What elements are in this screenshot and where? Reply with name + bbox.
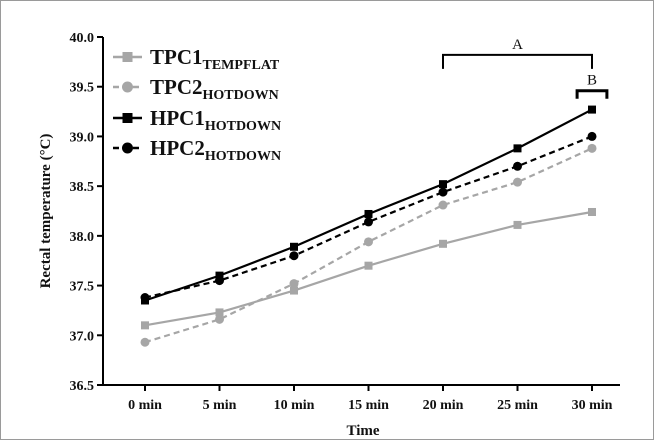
legend-entry-tpc2: TPC2HOTDOWN bbox=[113, 75, 279, 103]
data-point bbox=[364, 217, 373, 227]
bracket-b: B bbox=[575, 73, 609, 99]
data-point bbox=[290, 286, 298, 295]
data-point bbox=[290, 242, 298, 251]
data-point bbox=[215, 271, 224, 280]
legend-label-subscript: HOTDOWN bbox=[205, 119, 281, 134]
y-tick-label: 37.0 bbox=[70, 329, 95, 344]
legend-label: HPC1HOTDOWN bbox=[150, 106, 281, 134]
data-point bbox=[513, 144, 522, 153]
series-hpc2 bbox=[140, 131, 597, 303]
x-axis-label: Time bbox=[346, 423, 379, 439]
data-point bbox=[513, 177, 522, 187]
data-point bbox=[215, 276, 224, 286]
data-point bbox=[215, 314, 224, 324]
legend-label: HPC2HOTDOWN bbox=[150, 136, 281, 164]
y-tick-label: 39.5 bbox=[70, 81, 95, 96]
data-point bbox=[215, 308, 224, 317]
x-tick-label: 15 min bbox=[348, 398, 389, 413]
y-tick-label: 38.5 bbox=[70, 180, 95, 195]
series-layer bbox=[140, 105, 597, 347]
y-tick-label: 39.0 bbox=[70, 130, 95, 145]
legend-swatch-marker bbox=[122, 113, 133, 123]
legend-swatch-marker bbox=[122, 52, 133, 62]
series-tpc1 bbox=[141, 207, 596, 330]
bracket-line bbox=[442, 53, 593, 69]
data-point bbox=[364, 209, 373, 218]
data-point bbox=[141, 321, 149, 330]
legend-label: TPC1TEMPFLAT bbox=[150, 45, 280, 73]
data-point bbox=[364, 237, 373, 247]
data-point bbox=[364, 261, 373, 270]
bracket-label: A bbox=[512, 37, 523, 53]
data-point bbox=[438, 187, 448, 197]
series-tpc2 bbox=[140, 143, 597, 347]
legend-entry-hpc1: HPC1HOTDOWN bbox=[113, 106, 281, 134]
data-point bbox=[587, 131, 597, 141]
legend-label-subscript: HOTDOWN bbox=[205, 149, 281, 164]
y-axis-label: Rectal temperature (°C) bbox=[38, 134, 54, 289]
legend-label-subscript: TEMPFLAT bbox=[203, 58, 280, 73]
series-line bbox=[144, 108, 593, 302]
y-tick-label: 40.0 bbox=[70, 31, 95, 46]
x-axis-ticks: 0 min 5 min 10 min 15 min 20 min 25 min 30 min bbox=[128, 385, 613, 413]
legend-swatch-marker bbox=[122, 142, 133, 154]
x-tick-label: 10 min bbox=[274, 398, 315, 413]
y-tick-label: 37.5 bbox=[70, 280, 95, 295]
legend-label: TPC2HOTDOWN bbox=[150, 75, 279, 103]
data-point bbox=[289, 251, 299, 261]
data-point bbox=[439, 180, 447, 189]
legend-entry-hpc2: HPC2HOTDOWN bbox=[113, 136, 281, 164]
x-tick-label: 20 min bbox=[423, 398, 464, 413]
data-point bbox=[140, 293, 150, 303]
legend-entry-tpc1: TPC1TEMPFLAT bbox=[113, 45, 280, 73]
y-axis-ticks: 36.5 37.0 37.5 38.0 38.5 39.0 39.5 40.0 bbox=[70, 31, 103, 394]
data-point bbox=[588, 207, 596, 216]
series-hpc1 bbox=[141, 105, 596, 305]
x-tick-label: 0 min bbox=[128, 398, 162, 413]
x-tick-label: 25 min bbox=[497, 398, 538, 413]
bracket-line bbox=[575, 89, 609, 99]
data-point bbox=[439, 239, 447, 248]
legend-swatch-marker bbox=[122, 81, 133, 93]
x-tick-label: 5 min bbox=[203, 398, 237, 413]
bracket-label: B bbox=[587, 73, 597, 89]
y-tick-label: 36.5 bbox=[70, 379, 95, 394]
data-point bbox=[140, 337, 150, 347]
data-point bbox=[513, 161, 522, 171]
data-point bbox=[588, 105, 596, 114]
data-point bbox=[513, 220, 522, 229]
y-tick-label: 38.0 bbox=[70, 230, 95, 245]
data-point bbox=[438, 200, 448, 210]
axes bbox=[102, 37, 620, 386]
bracket-a: A bbox=[442, 37, 593, 69]
significance-annotations: AB bbox=[442, 37, 609, 99]
data-point bbox=[587, 143, 597, 153]
x-tick-label: 30 min bbox=[572, 398, 613, 413]
legend-label-subscript: HOTDOWN bbox=[203, 88, 279, 103]
data-point bbox=[289, 279, 299, 289]
